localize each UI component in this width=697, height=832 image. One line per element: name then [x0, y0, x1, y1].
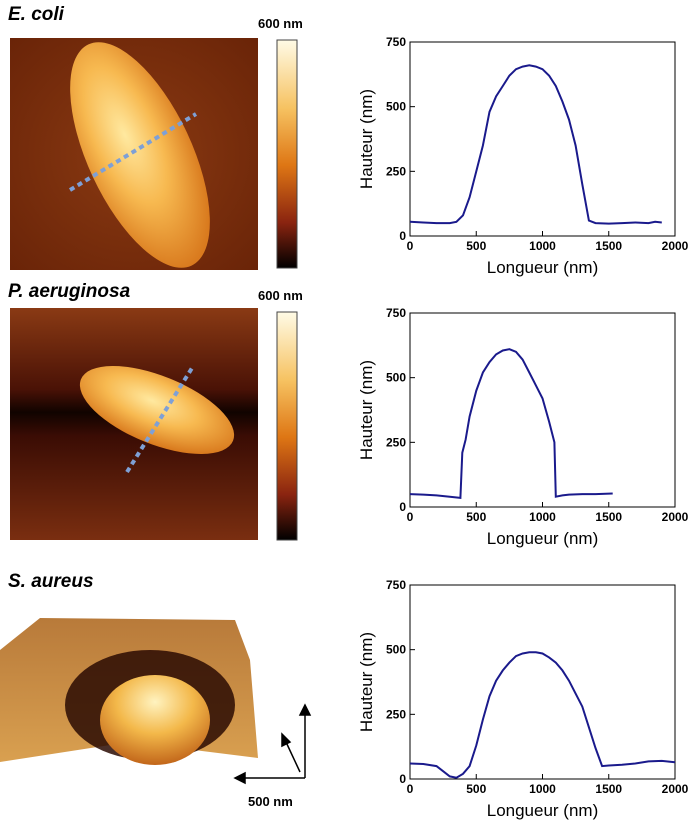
x-tick-label: 2000 [662, 239, 689, 253]
y-tick-label: 0 [399, 500, 406, 514]
colorbar-label: 600 nm [258, 16, 303, 31]
y-tick-label: 750 [386, 35, 406, 49]
panel-label: S. aureus [8, 571, 94, 592]
x-tick-label: 1500 [595, 510, 622, 524]
x-tick-label: 2000 [662, 782, 689, 796]
profile-line [125, 366, 194, 474]
x-tick-label: 1500 [595, 782, 622, 796]
profile-line [68, 112, 198, 192]
colorbar [276, 39, 298, 269]
data-line [409, 651, 676, 779]
data-line [409, 348, 613, 500]
axes-arrows [233, 703, 312, 785]
y-tick-label: 250 [386, 435, 406, 449]
x-tick-label: 0 [407, 510, 414, 524]
plot-frame [409, 41, 676, 237]
y-axis-label: Hauteur (nm) [357, 360, 376, 460]
x-tick-label: 1000 [529, 239, 556, 253]
y-tick-label: 750 [386, 306, 406, 320]
y-tick-label: 250 [386, 707, 406, 721]
y-tick-label: 500 [386, 643, 406, 657]
panel-label: E. coli [8, 4, 65, 25]
bacterium [70, 42, 210, 268]
x-tick-label: 1500 [595, 239, 622, 253]
colorbar-label: 600 nm [258, 288, 303, 303]
colorbar [276, 311, 298, 541]
x-tick-label: 2000 [662, 510, 689, 524]
data-line [409, 64, 662, 225]
y-tick-label: 250 [386, 164, 406, 178]
x-tick-label: 500 [466, 510, 486, 524]
bacterium [100, 675, 210, 765]
x-tick-label: 500 [466, 782, 486, 796]
x-tick-label: 0 [407, 239, 414, 253]
y-tick-label: 500 [386, 100, 406, 114]
y-axis-label: Hauteur (nm) [357, 632, 376, 732]
x-axis-label: Longueur (nm) [487, 801, 599, 820]
y-tick-label: 500 [386, 371, 406, 385]
panel-label: P. aeruginosa [8, 281, 131, 302]
x-tick-label: 1000 [529, 782, 556, 796]
y-tick-label: 0 [399, 229, 406, 243]
x-axis-label: Longueur (nm) [487, 258, 599, 277]
x-tick-label: 0 [407, 782, 414, 796]
x-tick-label: 1000 [529, 510, 556, 524]
plot-frame [409, 584, 676, 780]
x-tick-label: 500 [466, 239, 486, 253]
x-axis-label: Longueur (nm) [487, 529, 599, 548]
plot-frame [409, 312, 676, 508]
scale-bar-label: 500 nm [248, 794, 293, 809]
bacterium [79, 365, 235, 455]
y-tick-label: 0 [399, 772, 406, 786]
y-tick-label: 750 [386, 578, 406, 592]
y-axis-label: Hauteur (nm) [357, 89, 376, 189]
